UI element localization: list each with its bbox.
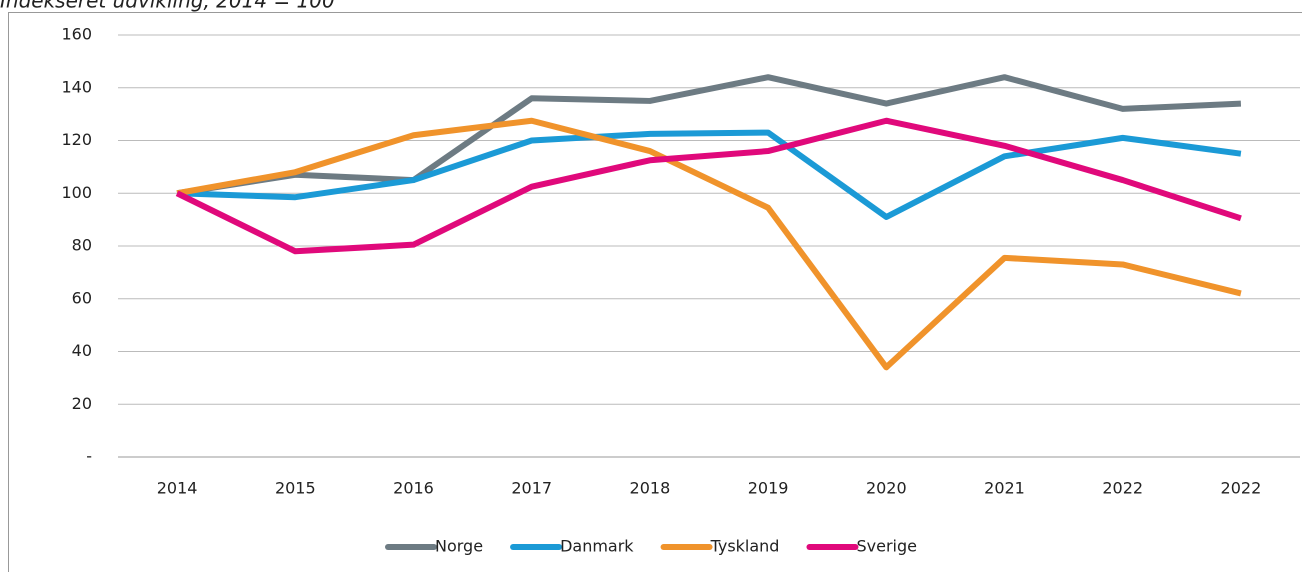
x-tick-label: 2019: [748, 479, 789, 498]
series-line: [176, 129, 1242, 220]
y-tick-label: 40: [72, 341, 92, 360]
y-tick-label: 140: [61, 77, 92, 96]
y-tick-label: 100: [61, 183, 92, 202]
legend-label: Tyskland: [710, 537, 780, 556]
x-tick-label: 2021: [984, 479, 1025, 498]
y-tick-label: 120: [61, 130, 92, 149]
x-tick-label: 2016: [393, 479, 434, 498]
series-line: [176, 74, 1242, 197]
x-tick-label: 2017: [511, 479, 552, 498]
legend-label: Norge: [435, 537, 483, 556]
series-line: [176, 117, 1242, 371]
x-tick-label: 2015: [275, 479, 316, 498]
y-tick-label: 80: [72, 236, 92, 255]
x-tick-label: 2022: [1102, 479, 1143, 498]
y-tick-label: 160: [61, 25, 92, 44]
x-tick-label: 2018: [630, 479, 671, 498]
series-line: [175, 117, 1242, 255]
chart-frame: [8, 12, 1302, 572]
y-tick-label: 20: [72, 394, 92, 413]
x-tick-label: 2020: [866, 479, 907, 498]
y-tick-label: -: [86, 447, 92, 466]
x-tick-label: 2022: [1221, 479, 1262, 498]
legend-label: Danmark: [560, 537, 634, 556]
y-tick-label: 60: [72, 288, 92, 307]
chart-title: Indekseret udvikling, 2014 = 100: [0, 0, 335, 13]
x-tick-label: 2014: [157, 479, 198, 498]
legend-label: Sverige: [856, 537, 917, 556]
